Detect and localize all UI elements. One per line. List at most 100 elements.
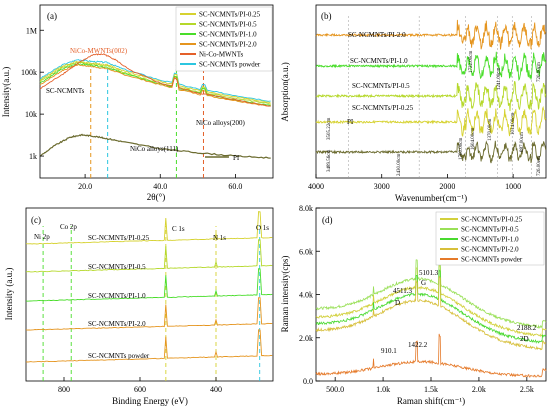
b-annot-3505: 3505.22cm [327, 118, 332, 140]
panel-b-frame [315, 4, 547, 179]
panel-c-axes: 800 600 400 [58, 377, 222, 394]
panel-d: (d) 500.0 1.0k 1.5k 2.0k 2.5k 0.0 2.0k 4.0k 6.0k… [280, 204, 547, 406]
b-annot-887: 887.00cm [520, 132, 525, 152]
b-x-tick-label-0: 4000 [308, 182, 324, 191]
panel-d-xlabel: Raman shift(cm⁻¹) [397, 396, 465, 406]
d-legend-label-2: SC-NCMNTs/PI-1.0 [461, 236, 519, 244]
d-x-tick-label-2: 1.5k [424, 385, 438, 394]
b-annot-1780: 1780.00cm [459, 138, 464, 160]
d-series-line-0 [315, 263, 547, 338]
c-series-line-0 [25, 211, 273, 245]
panel-a-ylabel: Intensity(a.u.) [1, 67, 11, 117]
b-label-pi025: SC-NCMNTs/PI-0.25 [352, 104, 414, 112]
d-y-tick-label-1: 2.0k [299, 334, 313, 343]
c-label-pi20: SC-NCMNTs/PI-2.0 [88, 320, 146, 328]
annot-sc-ncmnts: SC-NCMNTs [46, 87, 85, 95]
d-y-tick-label-2: 4.0k [299, 291, 313, 300]
b-annot-726: 726.00cm [537, 156, 542, 176]
a-series-line-0 [39, 59, 271, 102]
a-legend-label-3: SC-NCMNTs/PI-2.0 [199, 41, 257, 49]
d-y-tick-label-3: 6.0k [299, 247, 313, 256]
b-label-pi05: SC-NCMNTs/PI-0.5 [352, 82, 410, 90]
b-annot-1014: 1014.00cm [511, 113, 516, 135]
c-label-pi025: SC-NCMNTs/PI-0.25 [88, 234, 150, 242]
c-x-tick-label-1: 600 [134, 385, 146, 394]
c-annot-c1s: C 1s [172, 225, 185, 233]
d-annot-1422: 1422.2 [408, 341, 428, 349]
b-series-line-3 [315, 105, 547, 137]
d-x-tick-label-4: 2.5k [520, 385, 534, 394]
a-legend-label-2: SC-NCMNTs/PI-1.0 [199, 31, 257, 39]
c-annot-o1s: O 1s [256, 224, 269, 232]
b-series-line-2 [315, 80, 547, 112]
a-y-tick-label-1: 10k [25, 110, 37, 119]
panel-d-ylabel: Raman intensity(cps) [280, 256, 290, 333]
a-legend-label-0: SC-NCMNTs/PI-0.25 [199, 11, 261, 19]
a-legend-label-1: SC-NCMNTs/PI-0.5 [199, 21, 257, 29]
d-y-tick-label-4: 8.0k [299, 204, 313, 213]
d-annot-910: 910.1 [381, 347, 397, 355]
d-annot-5101: 5101.3 [419, 269, 439, 277]
b-x-tick-label-2: 2000 [439, 182, 455, 191]
d-series-line-1 [315, 254, 547, 329]
d-legend-label-4: SC-NCMNTs powder [461, 256, 523, 264]
panel-d-legend: SC-NCMNTs/PI-0.25 SC-NCMNTs/PI-0.5 SC-NCMN… [435, 211, 545, 266]
d-y-tick-label-0: 0.0 [303, 377, 313, 386]
d-series-line-3 [315, 275, 547, 351]
panel-d-plot [315, 254, 547, 378]
c-x-tick-label-2: 400 [210, 385, 222, 394]
b-annot-1370: 1370.00cm [488, 119, 493, 141]
d-legend-label-3: SC-NCMNTs/PI-2.0 [461, 246, 519, 254]
c-series-line-3 [25, 297, 273, 331]
b-series-line-4 [315, 140, 547, 164]
b-series-line-1 [315, 51, 547, 82]
d-legend-label-0: SC-NCMNTs/PI-0.25 [461, 216, 523, 224]
b-x-tick-label-1: 3000 [374, 182, 390, 191]
panel-b-ylabel: Absorption(a.u.) [280, 62, 290, 122]
c-annot-ni2p: Ni 2p [34, 233, 50, 241]
d-annot-4511: 4511.3 [393, 287, 412, 295]
c-series-line-1 [25, 239, 273, 273]
c-x-tick-label-0: 800 [58, 385, 70, 394]
a-series-line-6 [39, 133, 271, 159]
c-annot-n1s: N 1s [213, 234, 226, 242]
b-annot-1722: 1722.00cm [469, 51, 474, 73]
c-series-line-4 [25, 329, 273, 363]
c-label-powder: SC-NCMNTs powder [88, 352, 150, 360]
panel-a-axes: 20.0 40.0 60.0 1k 10k 100k 1M [21, 26, 242, 191]
panel-a: (a) 20.0 40.0 60.0 1k 10k 100k 1M 2θ(°) Intens… [1, 4, 274, 202]
d-legend-label-1: SC-NCMNTs/PI-0.5 [461, 226, 519, 234]
a-x-tick-label-0: 20.0 [78, 182, 92, 191]
b-annot-1241: 1241.00cm [497, 68, 502, 90]
d-x-tick-label-1: 1.0k [376, 385, 390, 394]
annot-nico-alloys-200: NiCo alloys(200) [196, 119, 245, 127]
d-annot-G: G [421, 279, 426, 287]
panel-a-plot [39, 53, 271, 178]
c-label-pi10: SC-NCMNTs/PI-1.0 [88, 292, 146, 300]
panel-a-xlabel: 2θ(°) [147, 192, 165, 202]
annot-nico-alloys-111: NiCo alloys(111) [130, 145, 179, 153]
b-annot-3489: 3489.56cm [327, 150, 332, 172]
panel-c-tag: (c) [31, 215, 41, 225]
panel-d-tag: (d) [322, 215, 333, 225]
d-x-tick-label-0: 500.0 [326, 385, 344, 394]
b-annot-2430: 2430.00cm [397, 154, 402, 176]
d-x-tick-label-3: 2.0k [472, 385, 486, 394]
a-series-line-4 [39, 63, 271, 107]
a-y-tick-label-2: 100k [21, 68, 37, 77]
panel-a-legend: SC-NCMNTs/PI-0.25 SC-NCMNTs/PI-0.5 SC-NCMN… [175, 6, 273, 72]
panel-c: (c) 800 600 400 Binding Energy (eV) Intens… [4, 207, 274, 406]
a-x-tick-label-1: 40.0 [153, 182, 167, 191]
a-x-tick-label-2: 60.0 [228, 182, 242, 191]
a-series-line-2 [39, 61, 271, 105]
panel-d-axes: 500.0 1.0k 1.5k 2.0k 2.5k 0.0 2.0k 4.0k 6.0k 8.0k [299, 204, 534, 394]
panel-a-frame [39, 4, 274, 179]
panel-c-frame [25, 207, 274, 382]
d-annot-D: D [395, 299, 400, 307]
c-series-line-2 [25, 268, 273, 302]
d-series-line-2 [315, 269, 547, 344]
a-series-line-1 [39, 60, 271, 104]
annot-nico-mwnts-002: NiCo-MWNTs(002) [70, 47, 128, 55]
a-legend-box [175, 6, 273, 72]
